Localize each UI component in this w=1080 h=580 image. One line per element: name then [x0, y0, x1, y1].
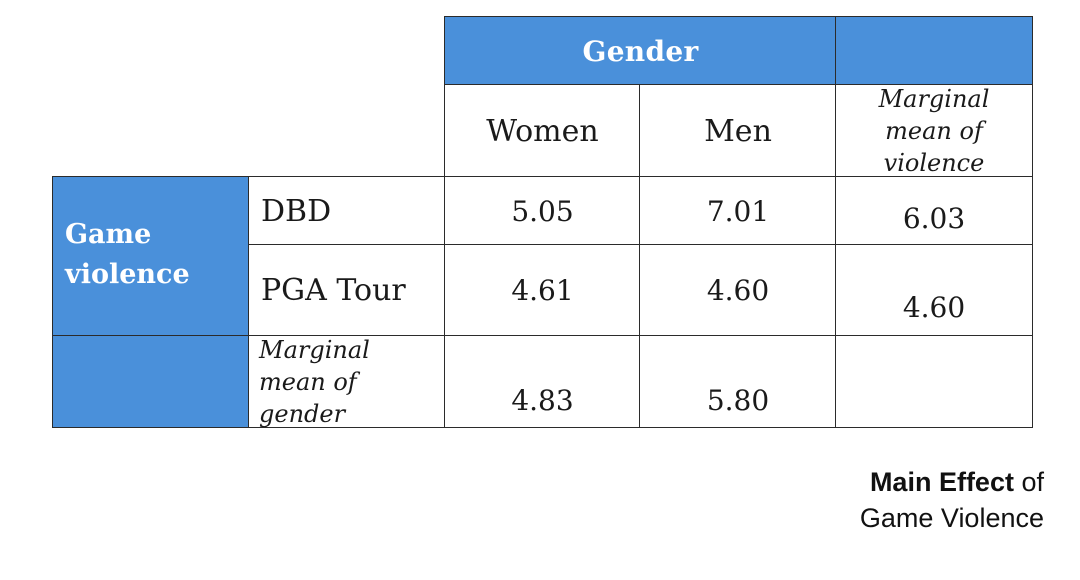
cell-dbd-marginal: 6.03	[835, 176, 1033, 246]
cell-marginal-men: 5.80	[639, 335, 837, 428]
value-marginal-men: 5.80	[706, 384, 770, 417]
cell-dbd-women: 5.05	[444, 176, 641, 246]
gender-header-cell: Gender	[444, 16, 837, 86]
column-header-men: Men	[639, 84, 837, 178]
value-pga-marginal: 4.60	[902, 291, 966, 324]
cell-bottom-right-empty	[835, 335, 1033, 428]
row-label-pga-tour: PGA Tour	[248, 244, 446, 337]
game-violence-label: Game violence	[65, 219, 190, 290]
cell-pga-men: 4.60	[639, 244, 837, 337]
row-label-dbd: DBD	[248, 176, 446, 246]
cell-marginal-women: 4.83	[444, 335, 641, 428]
bottom-left-blue-cell	[52, 335, 250, 428]
gender-header-label: Gender	[582, 34, 699, 68]
marginal-gender-label: Marginal mean of gender	[259, 335, 370, 428]
caption-bold: Main Effect	[869, 467, 1014, 497]
column-header-men-label: Men	[704, 113, 772, 149]
column-header-women: Women	[444, 84, 641, 178]
cell-pga-marginal: 4.60	[835, 244, 1033, 337]
marginal-violence-label: Marginal mean of violence	[878, 85, 990, 177]
column-header-women-label: Women	[486, 113, 599, 149]
caption-line-2: Game Violence	[859, 503, 1044, 533]
value-pga-women: 4.61	[511, 274, 574, 307]
cell-pga-women: 4.61	[444, 244, 641, 337]
caption-of: of	[1013, 467, 1044, 497]
row-label-pga-tour-text: PGA Tour	[261, 273, 406, 308]
cell-dbd-men: 7.01	[639, 176, 837, 246]
value-dbd-women: 5.05	[511, 194, 574, 228]
value-dbd-marginal: 6.03	[902, 202, 966, 235]
row-label-marginal-gender: Marginal mean of gender	[248, 335, 446, 428]
value-marginal-women: 4.83	[511, 384, 574, 417]
row-label-dbd-text: DBD	[261, 193, 332, 229]
column-header-marginal-violence: Marginal mean of violence	[835, 84, 1033, 178]
value-dbd-men: 7.01	[706, 194, 770, 228]
top-right-blue-cell	[835, 16, 1033, 86]
caption-line-1: Main Effect of	[860, 464, 1044, 500]
value-pga-men: 4.60	[706, 274, 770, 307]
game-violence-header-cell: Game violence	[52, 176, 250, 337]
main-effect-caption: Main Effect of Game Violence	[860, 464, 1044, 536]
